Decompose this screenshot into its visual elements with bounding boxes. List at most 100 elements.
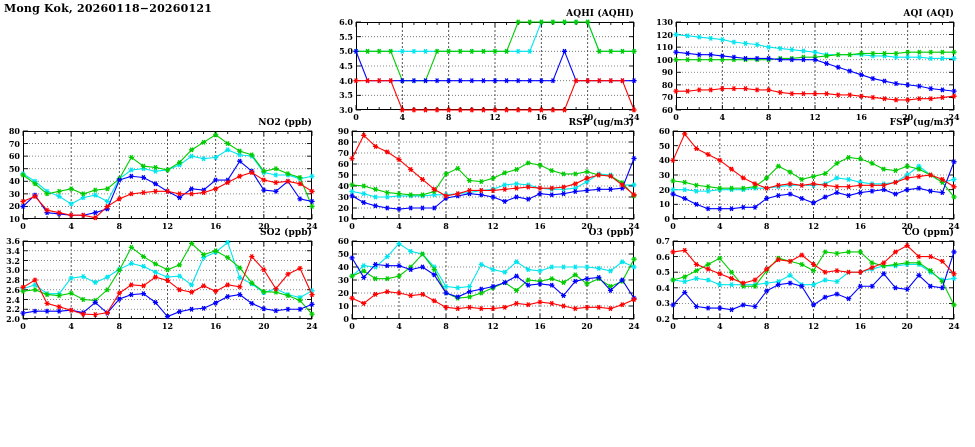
x-tick-label: 12 — [489, 112, 501, 122]
y-tick-label: 20 — [337, 203, 349, 213]
x-tick-label: 4 — [719, 112, 726, 122]
x-tick-label: 0 — [673, 112, 679, 122]
chart-title-o3: O3 (ppb) — [588, 228, 634, 238]
x-tick-label: 20 — [258, 221, 270, 231]
y-tick-label: 3.5 — [339, 90, 353, 101]
plot-canvas-aqi — [673, 21, 957, 111]
x-tick-label: 0 — [353, 112, 359, 122]
x-tick-label: 4 — [399, 112, 406, 122]
x-tick-label: 24 — [306, 321, 318, 331]
chart-title-rsp: RSP (ug/m3) — [568, 118, 634, 128]
y-tick-label: 0.6 — [656, 251, 670, 262]
x-tick-label: 0 — [349, 321, 355, 331]
x-tick-label: 4 — [396, 221, 402, 231]
series-markers-red — [673, 86, 957, 103]
x-tick-label: 8 — [116, 221, 123, 231]
y-tick-label: 50 — [658, 140, 670, 151]
y-tick-label: 80 — [661, 79, 673, 90]
chart-panel-co: CO (ppm) 0.2 0.3 0.4 0.5 0.6 0.7 0 4 8 12 16 20 24 — [656, 228, 959, 331]
series-markers-blue — [20, 291, 315, 320]
y-tick-label: 5.0 — [339, 46, 353, 57]
x-tick-label: 20 — [258, 321, 270, 331]
y-tick-label: 0.2 — [656, 314, 670, 324]
y-tick-label: 2.4 — [6, 294, 20, 305]
x-tick-label: 8 — [765, 112, 772, 122]
chart-title-aqi: AQI (AQI) — [903, 9, 954, 19]
y-tick-label: 90 — [337, 126, 349, 136]
x-tick-label: 24 — [948, 321, 960, 331]
x-tick-label: 0 — [670, 221, 676, 231]
series-markers-red — [353, 78, 637, 113]
y-tick-label: 3.2 — [6, 255, 20, 266]
x-tick-label: 16 — [210, 321, 222, 331]
y-tick-label: 50 — [8, 163, 20, 174]
y-tick-label: 20 — [658, 184, 670, 195]
chart-title-fsp: FSP (ug/m3) — [889, 118, 954, 128]
chart-title-aqhi: AQHI (AQHI) — [566, 9, 634, 19]
x-tick-label: 20 — [902, 112, 914, 122]
chart-panel-o3: O3 (ppb) 0 10 20 30 40 50 60 0 4 8 12 16 20 24 — [338, 228, 640, 331]
x-tick-label: 20 — [581, 221, 593, 231]
y-tick-label: 0.5 — [656, 267, 670, 278]
x-tick-label: 24 — [306, 221, 318, 231]
chart-panel-aqi: AQI (AQI) 60 70 80 90 100 110 120 130 0 4 8 12 16 20 24 — [656, 9, 959, 122]
x-tick-label: 12 — [807, 221, 820, 231]
x-tick-label: 12 — [487, 221, 499, 231]
y-tick-label: 100 — [656, 54, 673, 65]
y-tick-label: 10 — [658, 199, 670, 210]
x-tick-label: 12 — [487, 321, 499, 331]
series-markers-green — [20, 240, 315, 317]
y-tick-label: 0.4 — [656, 282, 670, 293]
x-tick-label: 0 — [670, 321, 676, 331]
series-markers-red — [20, 169, 315, 221]
y-tick-label: 10 — [337, 214, 349, 224]
y-tick-label: 40 — [8, 176, 20, 187]
y-tick-label: 40 — [658, 155, 670, 166]
y-tick-label: 60 — [337, 236, 349, 246]
series-markers-green — [670, 249, 957, 308]
x-tick-label: 20 — [901, 321, 913, 331]
y-tick-label: 2.6 — [6, 284, 20, 295]
y-tick-label: 0.3 — [656, 298, 670, 309]
y-tick-label: 60 — [8, 151, 20, 162]
x-tick-label: 4 — [717, 321, 723, 331]
series-line-green — [351, 253, 635, 299]
y-tick-label: 40 — [337, 181, 349, 191]
y-tick-label: 60 — [337, 159, 349, 169]
x-tick-label: 20 — [901, 221, 913, 231]
series-markers-red — [20, 254, 315, 318]
y-tick-label: 6.0 — [339, 17, 353, 27]
x-tick-label: 8 — [763, 321, 770, 331]
x-tick-label: 12 — [161, 321, 174, 331]
y-tick-label: 3.4 — [6, 245, 20, 256]
x-tick-label: 8 — [763, 221, 770, 231]
y-tick-label: 0 — [343, 314, 349, 324]
y-tick-label: 70 — [337, 148, 349, 158]
x-tick-label: 12 — [809, 112, 821, 122]
chart-panel-rsp: RSP (ug/m3) 10 20 30 40 50 60 70 80 90 0 4 8 12 16 20 24 — [338, 118, 640, 231]
y-tick-label: 70 — [8, 138, 20, 149]
x-tick-label: 16 — [534, 321, 546, 331]
x-tick-label: 4 — [396, 321, 402, 331]
chart-title-co: CO (ppm) — [904, 228, 954, 238]
x-tick-label: 20 — [582, 112, 594, 122]
x-tick-label: 8 — [445, 112, 452, 122]
series-markers-red — [349, 289, 637, 312]
y-tick-label: 0.7 — [656, 236, 670, 246]
y-tick-label: 40 — [337, 262, 349, 272]
x-tick-label: 20 — [581, 321, 593, 331]
chart-title-so2: SO2 (ppb) — [259, 228, 312, 238]
series-markers-blue — [349, 155, 637, 212]
x-tick-label: 8 — [443, 321, 449, 331]
series-markers-red — [670, 243, 957, 286]
x-tick-label: 4 — [717, 221, 723, 231]
x-tick-label: 16 — [854, 321, 866, 331]
y-tick-label: 80 — [8, 126, 20, 136]
series-markers-blue — [349, 255, 637, 301]
x-tick-label: 4 — [68, 321, 74, 331]
y-tick-label: 4.0 — [339, 75, 353, 86]
y-tick-label: 3.6 — [6, 236, 20, 246]
x-tick-label: 0 — [349, 221, 355, 231]
x-tick-label: 4 — [68, 221, 74, 231]
plot-canvas-fsp — [670, 130, 957, 220]
